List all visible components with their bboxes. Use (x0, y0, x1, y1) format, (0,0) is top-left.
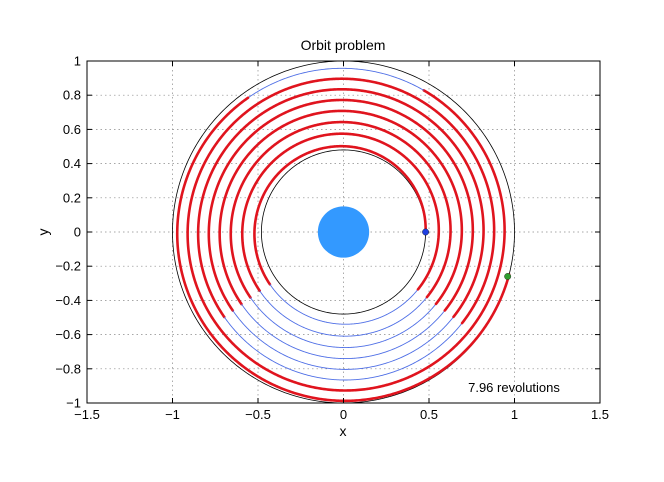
y-axis-label: y (35, 229, 51, 236)
thrust-arc (253, 144, 427, 286)
y-tick-label: −0.8 (55, 361, 81, 376)
y-tick-label: 0 (74, 225, 81, 240)
y-tick-label: 0.4 (63, 156, 81, 171)
trajectory-markers (422, 228, 512, 280)
revolutions-annotation: 7.96 revolutions (468, 380, 560, 395)
coast-arc (241, 303, 446, 360)
end-marker (504, 273, 512, 280)
planet-disc (317, 206, 370, 258)
x-tick-label: 1.5 (591, 407, 609, 422)
coast-arc (259, 290, 428, 337)
y-tick-label: −0.6 (55, 327, 81, 342)
y-tick-label: 0.8 (63, 88, 81, 103)
x-tick-label: −0.5 (245, 407, 271, 422)
y-tick-label: −0.2 (55, 259, 81, 274)
thrust-arc (196, 87, 485, 319)
coast-arc (269, 284, 419, 325)
thrust-arc (207, 98, 475, 312)
x-tick-label: 0 (340, 407, 347, 422)
y-tick-label: 0.6 (63, 122, 81, 137)
coast-arc (250, 297, 437, 348)
coast-arc (232, 310, 454, 370)
y-tick-label: −1 (66, 396, 81, 411)
x-tick-label: −1.5 (74, 407, 100, 422)
x-tick-label: 1 (511, 407, 518, 422)
thrust-arc (240, 132, 441, 293)
thrust-arc (218, 109, 464, 306)
coast-arc (223, 316, 463, 381)
y-tick-label: 0.2 (63, 190, 81, 205)
inner-orbit-circle (261, 149, 426, 315)
planet (317, 206, 370, 258)
x-axis-label: x (340, 423, 347, 439)
coast-arc (247, 67, 424, 99)
y-tick-label: 1 (74, 54, 81, 69)
thrust-arc (229, 120, 452, 299)
x-tick-label: 0.5 (420, 407, 438, 422)
start-marker (422, 228, 429, 236)
spiral-trajectory (175, 67, 511, 403)
y-tick-label: −0.4 (55, 293, 81, 308)
orbit-lines (172, 60, 515, 404)
thrust-arc (186, 77, 506, 392)
outer-orbit-circle (172, 60, 515, 404)
chart-title: Orbit problem (301, 37, 386, 53)
axis-ticks: −1.5 −1 −0.5 0 0.5 1 1.5−1−0.8−0.6−0.4−0.200.2… (55, 54, 609, 423)
x-tick-label: −1 (165, 407, 180, 422)
thrust-arc (175, 96, 511, 403)
